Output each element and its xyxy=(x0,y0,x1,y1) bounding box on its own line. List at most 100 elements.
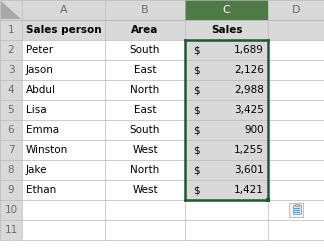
Text: 4: 4 xyxy=(8,85,14,95)
Bar xyxy=(268,180,324,200)
Text: Abdul: Abdul xyxy=(26,85,56,95)
Text: Ethan: Ethan xyxy=(26,185,56,195)
Bar xyxy=(105,120,185,140)
Text: $: $ xyxy=(193,185,200,195)
Text: $: $ xyxy=(193,65,200,75)
Bar xyxy=(0,40,22,60)
Bar xyxy=(268,200,324,220)
Bar xyxy=(0,120,22,140)
Bar xyxy=(268,140,324,160)
Bar xyxy=(22,40,105,60)
Text: East: East xyxy=(134,65,156,75)
Text: Lisa: Lisa xyxy=(26,105,47,115)
Text: 1,255: 1,255 xyxy=(234,145,264,155)
Text: Emma: Emma xyxy=(26,125,59,135)
Bar xyxy=(22,60,105,80)
Bar xyxy=(185,40,268,60)
Bar xyxy=(268,120,324,140)
Bar xyxy=(22,100,105,120)
Bar xyxy=(268,20,324,40)
Bar xyxy=(0,160,22,180)
Bar xyxy=(266,198,270,202)
Text: West: West xyxy=(132,185,158,195)
Bar xyxy=(22,220,105,240)
Bar xyxy=(105,200,185,220)
Bar xyxy=(105,180,185,200)
Text: 1,689: 1,689 xyxy=(234,45,264,55)
Bar xyxy=(105,100,185,120)
Text: $: $ xyxy=(193,45,200,55)
Bar xyxy=(22,20,105,40)
Bar xyxy=(185,0,268,20)
Bar xyxy=(185,80,268,100)
Text: East: East xyxy=(134,105,156,115)
Bar xyxy=(22,120,105,140)
Bar xyxy=(105,60,185,80)
Text: 3: 3 xyxy=(8,65,14,75)
Text: $: $ xyxy=(193,145,200,155)
Text: 2: 2 xyxy=(8,45,14,55)
Text: A: A xyxy=(60,5,67,15)
Text: Peter: Peter xyxy=(26,45,53,55)
Bar xyxy=(105,220,185,240)
Text: West: West xyxy=(132,145,158,155)
Text: $: $ xyxy=(193,125,200,135)
Text: South: South xyxy=(130,45,160,55)
Text: South: South xyxy=(130,125,160,135)
Bar xyxy=(0,220,22,240)
Text: Winston: Winston xyxy=(26,145,68,155)
Bar xyxy=(185,20,268,40)
Bar xyxy=(0,140,22,160)
Text: 9: 9 xyxy=(8,185,14,195)
Text: North: North xyxy=(130,85,160,95)
Bar xyxy=(105,40,185,60)
Bar xyxy=(268,220,324,240)
Bar xyxy=(185,220,268,240)
Bar xyxy=(185,60,268,80)
Bar xyxy=(105,20,185,40)
Text: 7: 7 xyxy=(8,145,14,155)
Bar xyxy=(105,140,185,160)
Bar xyxy=(105,80,185,100)
Bar xyxy=(268,0,324,20)
Text: $: $ xyxy=(193,165,200,175)
Bar xyxy=(0,200,22,220)
Bar xyxy=(268,160,324,180)
Bar xyxy=(268,40,324,60)
Bar xyxy=(185,100,268,120)
Bar xyxy=(185,120,268,140)
Text: 11: 11 xyxy=(5,225,17,235)
Text: North: North xyxy=(130,165,160,175)
Text: 1,421: 1,421 xyxy=(234,185,264,195)
Bar xyxy=(185,140,268,160)
Bar xyxy=(22,80,105,100)
Text: Sales: Sales xyxy=(211,25,242,35)
Text: 5: 5 xyxy=(8,105,14,115)
Text: 8: 8 xyxy=(8,165,14,175)
Text: D: D xyxy=(292,5,300,15)
Bar xyxy=(22,180,105,200)
Text: C: C xyxy=(223,5,230,15)
Bar xyxy=(22,200,105,220)
Text: 2,988: 2,988 xyxy=(234,85,264,95)
Bar xyxy=(0,60,22,80)
Text: 1: 1 xyxy=(8,25,14,35)
Bar xyxy=(22,160,105,180)
Text: 10: 10 xyxy=(5,205,17,215)
Bar xyxy=(22,0,105,20)
Text: $: $ xyxy=(193,85,200,95)
Bar xyxy=(268,60,324,80)
Text: 900: 900 xyxy=(244,125,264,135)
Bar xyxy=(185,200,268,220)
Bar xyxy=(0,20,22,40)
Bar xyxy=(22,140,105,160)
Text: 3,425: 3,425 xyxy=(234,105,264,115)
Bar xyxy=(185,160,268,180)
Text: 6: 6 xyxy=(8,125,14,135)
Text: $: $ xyxy=(193,105,200,115)
Polygon shape xyxy=(1,1,21,19)
Bar xyxy=(185,180,268,200)
Bar xyxy=(0,180,22,200)
FancyBboxPatch shape xyxy=(289,203,303,217)
Bar xyxy=(295,203,298,206)
